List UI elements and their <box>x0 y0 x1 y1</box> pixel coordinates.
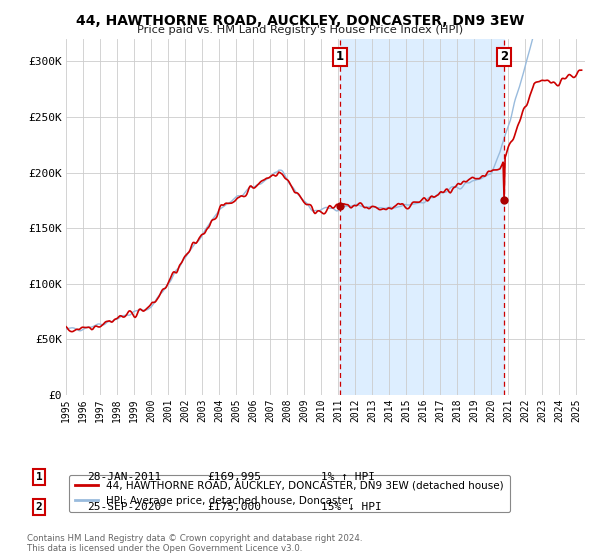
Text: £169,995: £169,995 <box>207 472 261 482</box>
Text: £175,000: £175,000 <box>207 502 261 512</box>
Text: 1% ↑ HPI: 1% ↑ HPI <box>321 472 375 482</box>
Text: This data is licensed under the Open Government Licence v3.0.: This data is licensed under the Open Gov… <box>27 544 302 553</box>
Text: 1: 1 <box>35 472 43 482</box>
Text: 28-JAN-2011: 28-JAN-2011 <box>87 472 161 482</box>
Text: 2: 2 <box>35 502 43 512</box>
Text: Contains HM Land Registry data © Crown copyright and database right 2024.: Contains HM Land Registry data © Crown c… <box>27 534 362 543</box>
Text: 15% ↓ HPI: 15% ↓ HPI <box>321 502 382 512</box>
Text: 1: 1 <box>335 50 344 63</box>
Text: 25-SEP-2020: 25-SEP-2020 <box>87 502 161 512</box>
Bar <box>340 39 504 395</box>
Text: 2: 2 <box>500 50 508 63</box>
Text: Price paid vs. HM Land Registry's House Price Index (HPI): Price paid vs. HM Land Registry's House … <box>137 25 463 35</box>
Text: 44, HAWTHORNE ROAD, AUCKLEY, DONCASTER, DN9 3EW: 44, HAWTHORNE ROAD, AUCKLEY, DONCASTER, … <box>76 14 524 28</box>
Legend: 44, HAWTHORNE ROAD, AUCKLEY, DONCASTER, DN9 3EW (detached house), HPI: Average p: 44, HAWTHORNE ROAD, AUCKLEY, DONCASTER, … <box>68 475 510 512</box>
